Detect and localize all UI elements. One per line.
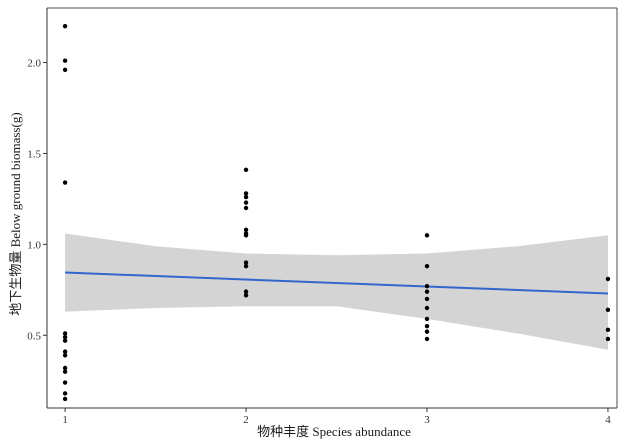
data-point <box>424 316 430 322</box>
x-tick-label: 3 <box>424 414 430 426</box>
y-tick-label: 1.5 <box>27 148 41 160</box>
data-point <box>243 205 249 211</box>
data-point <box>424 263 430 269</box>
data-point <box>62 58 68 63</box>
data-point <box>62 67 68 73</box>
data-point <box>62 334 68 340</box>
data-point <box>243 191 249 196</box>
trend-line <box>65 271 608 295</box>
data-point <box>424 289 430 294</box>
y-tick-label: 2.0 <box>27 58 41 70</box>
data-point <box>62 338 68 343</box>
trend-line-layer <box>65 271 608 295</box>
data-point <box>424 305 430 311</box>
data-point <box>424 296 430 302</box>
y-tick-label: 0.5 <box>27 330 41 342</box>
data-point <box>62 391 68 396</box>
data-point <box>62 380 68 385</box>
data-point <box>243 167 249 173</box>
data-point <box>62 331 68 336</box>
x-tick-label: 4 <box>605 414 611 426</box>
data-point <box>605 336 611 342</box>
data-point <box>243 293 249 298</box>
data-point <box>424 329 430 334</box>
data-point <box>62 353 68 358</box>
data-point <box>62 369 68 374</box>
data-point <box>243 200 249 205</box>
y-tick-label: 1.0 <box>27 239 41 251</box>
data-point <box>243 289 249 294</box>
x-tick-label: 2 <box>243 414 249 426</box>
data-point <box>424 336 430 342</box>
data-point <box>62 180 68 185</box>
plot-frame <box>47 7 618 408</box>
data-point <box>424 323 430 329</box>
x-tick-label: 1 <box>62 414 68 426</box>
axes-layer: 1 2 3 4 0.5 1.0 1.5 2.0 <box>27 8 617 426</box>
data-point <box>243 194 249 200</box>
data-point <box>605 307 611 313</box>
data-point <box>243 233 249 238</box>
data-point <box>424 283 430 289</box>
data-point <box>62 365 68 371</box>
data-point <box>62 396 68 402</box>
data-point <box>243 260 249 265</box>
data-point <box>605 327 611 333</box>
data-point <box>243 227 249 233</box>
y-axis-title: 地下生物量 Below ground biomass(g) <box>8 112 23 315</box>
confidence-band <box>65 233 609 350</box>
data-point <box>62 349 68 354</box>
data-point <box>424 233 430 238</box>
data-point <box>62 23 68 29</box>
data-point <box>243 263 249 269</box>
data-point <box>605 276 611 282</box>
x-axis-title: 物种丰度 Species abundance <box>257 424 411 439</box>
confidence-band-layer <box>65 233 609 350</box>
data-points-layer <box>62 23 611 402</box>
